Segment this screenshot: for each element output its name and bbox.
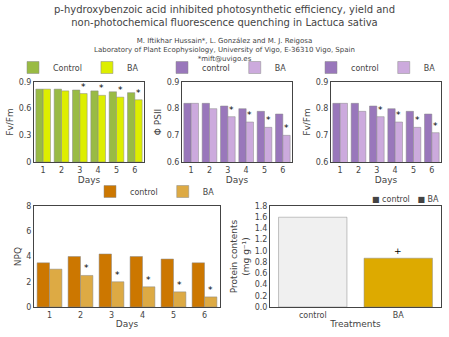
svg-text:0.6: 0.6	[19, 104, 32, 113]
svg-text:2: 2	[207, 166, 212, 175]
svg-text:0.0: 0.0	[255, 303, 268, 312]
svg-text:*: *	[146, 275, 151, 285]
svg-text:*: *	[81, 82, 86, 92]
svg-text:*: *	[378, 105, 383, 115]
svg-text:4: 4	[26, 252, 31, 261]
svg-text:*: *	[136, 88, 141, 98]
svg-text:5: 5	[411, 166, 416, 175]
svg-text:BA: BA	[127, 64, 138, 73]
svg-text:p-hydroxybenzoic acid inhibite: p-hydroxybenzoic acid inhibited photosyn…	[54, 4, 395, 28]
svg-text:■ control ■ BA: ■ control ■ BA	[372, 195, 439, 204]
svg-text:1.6: 1.6	[255, 213, 268, 222]
svg-text:*: *	[284, 123, 289, 133]
svg-text:Control: Control	[53, 64, 82, 73]
svg-text:0.3: 0.3	[19, 131, 32, 140]
svg-text:*: *	[177, 280, 182, 290]
svg-text:6: 6	[132, 166, 137, 175]
svg-text:control: control	[130, 188, 158, 197]
svg-text:5: 5	[171, 311, 176, 320]
svg-text:Days: Days	[226, 175, 249, 185]
svg-text:0.9: 0.9	[316, 78, 329, 87]
svg-text:0.8: 0.8	[316, 104, 329, 113]
svg-text:5: 5	[114, 166, 119, 175]
svg-text:BA: BA	[424, 64, 435, 73]
svg-text:*: *	[115, 270, 120, 280]
svg-text:2: 2	[356, 166, 361, 175]
svg-text:4: 4	[96, 166, 101, 175]
svg-text:*: *	[415, 115, 420, 125]
svg-text:BA: BA	[393, 311, 404, 320]
svg-text:0.7: 0.7	[316, 131, 329, 140]
svg-text:*: *	[266, 115, 271, 125]
svg-text:NPQ: NPQ	[13, 247, 23, 266]
svg-text:*: *	[118, 85, 123, 95]
svg-text:*: *	[433, 121, 438, 131]
svg-text:Days: Days	[375, 175, 398, 185]
svg-text:0.2: 0.2	[255, 292, 268, 301]
svg-text:control: control	[299, 311, 327, 320]
svg-text:1: 1	[189, 166, 194, 175]
svg-text:0: 0	[26, 303, 31, 312]
svg-text:4: 4	[393, 166, 398, 175]
svg-text:Days: Days	[78, 175, 101, 185]
svg-text:2: 2	[26, 278, 31, 287]
svg-text:1.4: 1.4	[255, 224, 268, 233]
svg-text:*: *	[99, 83, 104, 93]
svg-text:BA: BA	[275, 64, 286, 73]
svg-text:Fv/Fm: Fv/Fm	[5, 108, 15, 135]
svg-text:3: 3	[225, 166, 230, 175]
svg-text:Fv/Fm: Fv/Fm	[302, 108, 312, 135]
svg-text:Protein contents(mg g⁻¹): Protein contents(mg g⁻¹)	[229, 219, 251, 293]
svg-text:0.8: 0.8	[167, 104, 180, 113]
svg-text:0.8: 0.8	[255, 258, 268, 267]
svg-text:0.9: 0.9	[19, 78, 32, 87]
svg-text:3: 3	[374, 166, 379, 175]
svg-text:*: *	[84, 263, 89, 273]
svg-text:control: control	[202, 64, 230, 73]
svg-text:0.4: 0.4	[255, 280, 268, 289]
svg-text:1: 1	[338, 166, 343, 175]
svg-text:*: *	[208, 285, 213, 295]
svg-text:BA: BA	[203, 188, 214, 197]
svg-text:6: 6	[280, 166, 285, 175]
svg-text:*: *	[229, 105, 234, 115]
svg-text:8: 8	[26, 202, 31, 211]
svg-text:control: control	[351, 64, 379, 73]
svg-text:M. Iftikhar Hussain*, L. Gonzá: M. Iftikhar Hussain*, L. González and M.…	[94, 37, 355, 63]
svg-text:+: +	[394, 246, 402, 256]
svg-text:Treatments: Treatments	[329, 319, 381, 329]
svg-text:0.7: 0.7	[167, 131, 180, 140]
svg-text:6: 6	[429, 166, 434, 175]
svg-text:Days: Days	[116, 319, 139, 329]
svg-text:0.6: 0.6	[255, 269, 268, 278]
svg-text:1.2: 1.2	[255, 235, 268, 244]
svg-text:3: 3	[109, 311, 114, 320]
svg-text:0.6: 0.6	[316, 158, 329, 167]
svg-text:5: 5	[262, 166, 267, 175]
svg-text:1: 1	[47, 311, 52, 320]
svg-text:*: *	[396, 110, 401, 120]
svg-text:4: 4	[140, 311, 145, 320]
svg-text:1: 1	[41, 166, 46, 175]
svg-text:0.9: 0.9	[167, 78, 180, 87]
svg-text:0: 0	[26, 158, 31, 167]
svg-text:1.8: 1.8	[255, 202, 268, 211]
svg-text:6: 6	[26, 227, 31, 236]
svg-text:4: 4	[244, 166, 249, 175]
svg-text:2: 2	[59, 166, 64, 175]
svg-text:1.0: 1.0	[255, 247, 268, 256]
svg-text:2: 2	[78, 311, 83, 320]
svg-text:*: *	[247, 110, 252, 120]
svg-text:6: 6	[202, 311, 207, 320]
svg-text:0.6: 0.6	[167, 158, 180, 167]
svg-text:3: 3	[77, 166, 82, 175]
svg-text:Φ PSII: Φ PSII	[153, 109, 163, 135]
